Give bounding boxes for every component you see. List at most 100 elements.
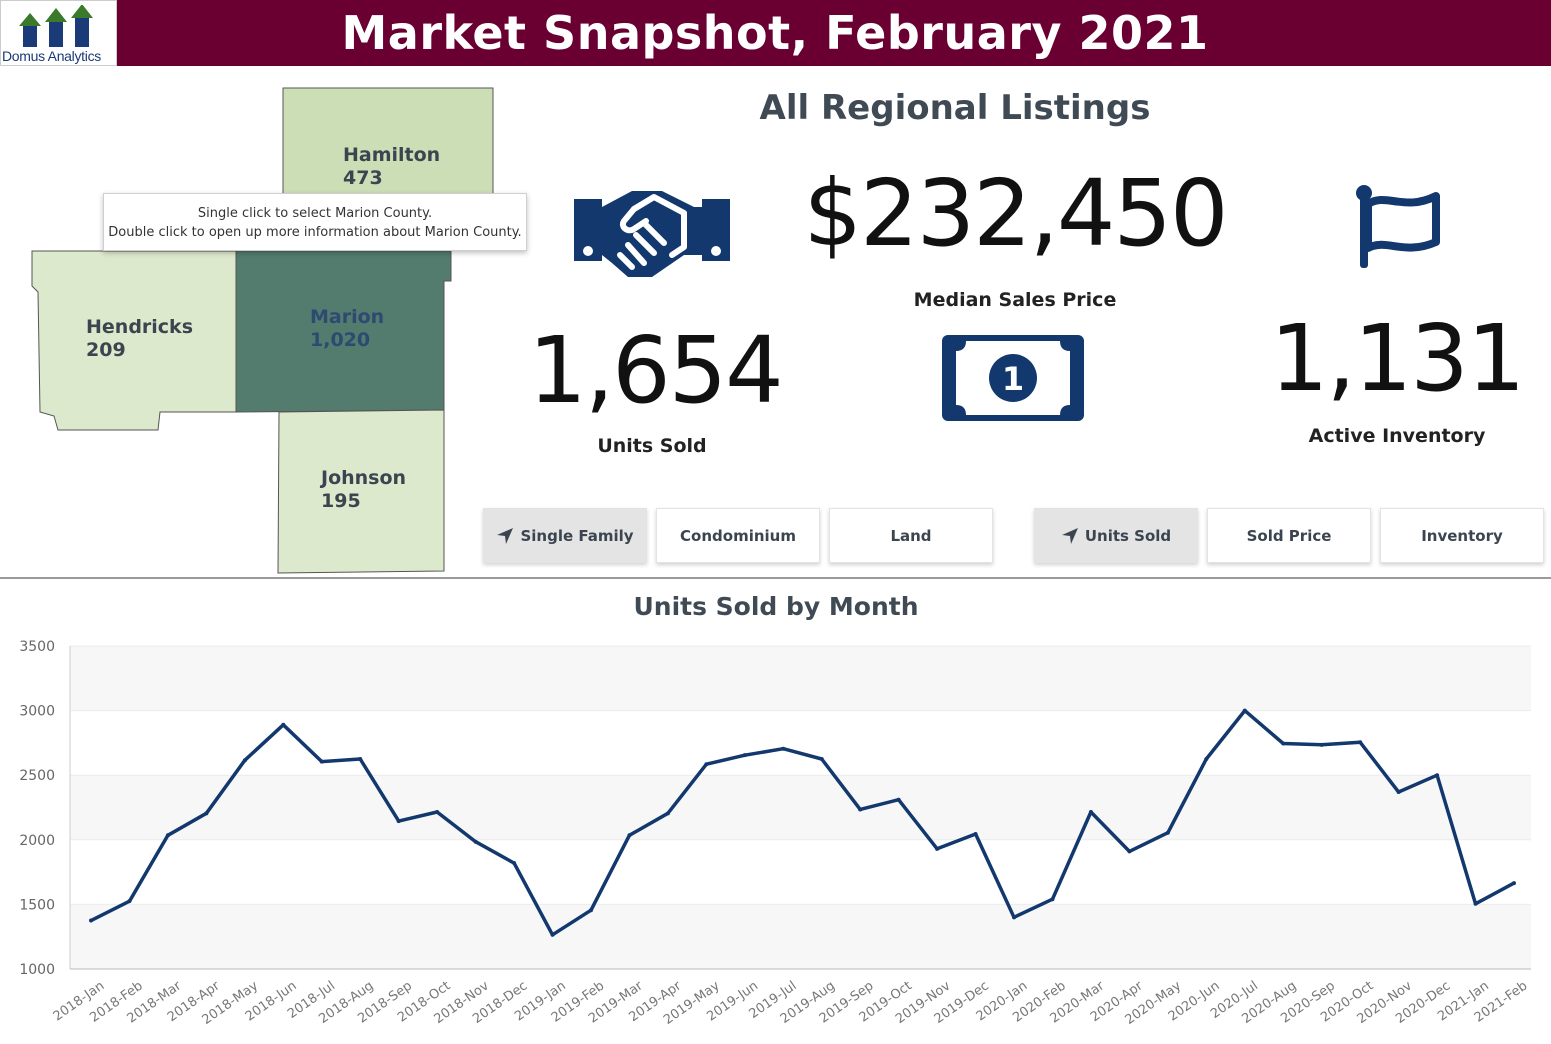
land-button[interactable]: Land [829, 508, 993, 563]
county-johnson[interactable] [277, 409, 445, 574]
data-point [1435, 773, 1440, 778]
data-point [704, 762, 709, 767]
units-sold-line-chart: 1000150020002500300035002018-Jan2018-Feb… [19, 639, 1531, 1028]
y-tick-label: 1500 [19, 897, 55, 913]
data-point [89, 918, 93, 923]
logo-text: Domus Analytics [2, 48, 101, 64]
units-sold-button[interactable]: Units Sold [1034, 508, 1198, 563]
svg-text:1: 1 [1002, 360, 1024, 398]
logo-bars-icon [19, 5, 93, 47]
data-point [665, 811, 670, 816]
county-name: Johnson [321, 467, 407, 489]
chart-title: Units Sold by Month [633, 592, 919, 621]
map-tooltip: Single click to select Marion County. Do… [103, 193, 527, 251]
data-point [1165, 830, 1170, 835]
county-label-hamilton: Hamilton 473 [343, 144, 440, 190]
county-value: 1,020 [310, 329, 371, 351]
grid-band [70, 646, 1531, 711]
button-label: Single Family [520, 526, 634, 545]
data-point [281, 722, 286, 727]
data-point [512, 861, 517, 866]
county-label-hendricks: Hendricks 209 [86, 316, 193, 362]
median-price-value: $232,450 [803, 160, 1229, 267]
data-point [858, 807, 863, 812]
flag-icon [1356, 185, 1440, 268]
navigation-arrow-icon [497, 527, 514, 544]
inventory-button[interactable]: Inventory [1380, 508, 1544, 563]
data-point [473, 839, 478, 844]
median-price-label: Median Sales Price [913, 289, 1117, 311]
data-point [1396, 789, 1401, 794]
button-label: Condominium [680, 526, 796, 545]
data-point [1012, 915, 1017, 920]
data-point [973, 831, 978, 836]
series-line [90, 708, 1515, 937]
county-map [31, 87, 494, 574]
data-point [935, 846, 940, 851]
county-value: 209 [86, 339, 126, 361]
data-point [319, 759, 324, 764]
data-point [781, 746, 786, 751]
button-label: Sold Price [1246, 526, 1332, 545]
single-family-button[interactable]: Single Family [483, 508, 647, 563]
county-value: 195 [321, 490, 361, 512]
data-point [358, 757, 363, 762]
data-point [1050, 897, 1055, 902]
grid-band [70, 839, 1531, 905]
data-point [204, 811, 209, 816]
y-tick-label: 2500 [19, 768, 55, 784]
data-point [1127, 849, 1132, 854]
data-point [819, 757, 824, 762]
logo[interactable]: Domus Analytics [0, 0, 117, 66]
header-bar: Domus Analytics Market Snapshot, Februar… [0, 0, 1551, 66]
data-point [435, 810, 440, 815]
data-point [742, 753, 747, 758]
section-divider [0, 577, 1551, 579]
county-name: Hamilton [343, 144, 441, 166]
data-point [1204, 757, 1209, 762]
data-point [1319, 742, 1324, 747]
region-title: All Regional Listings [759, 88, 1151, 128]
data-point [1358, 740, 1363, 745]
handshake-icon [574, 191, 730, 277]
y-tick-label: 2000 [19, 833, 55, 849]
data-point [127, 899, 132, 904]
data-point [1088, 810, 1093, 815]
data-point [627, 833, 632, 838]
data-point [396, 819, 401, 824]
dollar-bill-icon: 1 [942, 335, 1084, 421]
button-label: Units Sold [1084, 526, 1172, 545]
tooltip-line: Single click to select Marion County. [197, 206, 433, 221]
y-tick-label: 3000 [19, 704, 55, 720]
button-label: Land [890, 526, 932, 545]
active-inventory-label: Active Inventory [1308, 425, 1486, 447]
data-point [1242, 708, 1247, 713]
navigation-arrow-icon [1061, 527, 1078, 544]
active-inventory-value: 1,131 [1270, 305, 1525, 412]
data-point [165, 833, 170, 838]
tooltip-line: Double click to open up more information… [108, 225, 522, 240]
data-point [242, 758, 247, 763]
button-label: Inventory [1421, 526, 1503, 545]
grid-band [70, 904, 1531, 969]
page-title: Market Snapshot, February 2021 [341, 6, 1209, 60]
county-value: 473 [343, 167, 383, 189]
county-name: Marion [310, 306, 385, 328]
county-label-johnson: Johnson 195 [321, 467, 406, 513]
y-tick-label: 1000 [19, 962, 55, 978]
units-sold-value: 1,654 [528, 317, 783, 424]
y-tick-label: 3500 [19, 639, 55, 655]
data-point [1512, 881, 1516, 886]
data-point [550, 932, 555, 937]
units-sold-label: Units Sold [597, 435, 707, 457]
county-marion[interactable] [235, 250, 452, 413]
data-point [588, 908, 593, 913]
county-label-marion: Marion 1,020 [310, 306, 384, 352]
grid-band [70, 775, 1531, 840]
data-point [1473, 901, 1478, 906]
condominium-button[interactable]: Condominium [656, 508, 820, 563]
data-point [1281, 741, 1286, 746]
data-point [896, 797, 901, 802]
county-name: Hendricks [86, 316, 194, 338]
sold-price-button[interactable]: Sold Price [1207, 508, 1371, 563]
